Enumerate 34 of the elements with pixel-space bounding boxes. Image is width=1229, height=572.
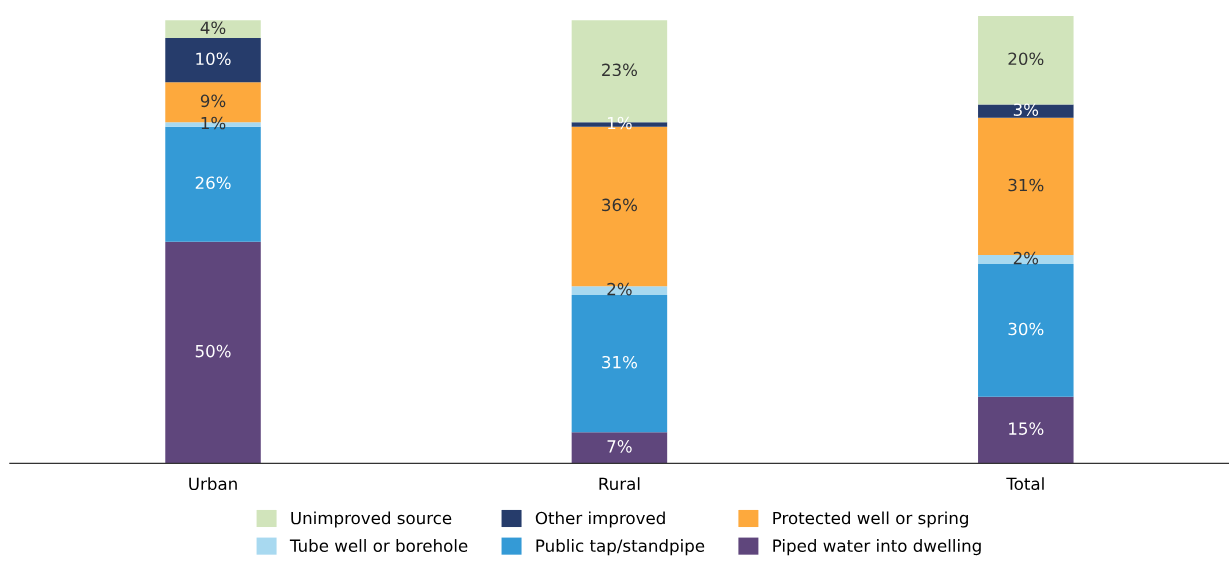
bar bbox=[978, 104, 1074, 118]
data-label: 50% bbox=[195, 344, 231, 358]
data-label: 23% bbox=[602, 63, 638, 77]
data-label: 10% bbox=[196, 52, 231, 66]
bar bbox=[571, 432, 668, 464]
x-tick-label: Rural bbox=[599, 477, 640, 491]
x-tick-label: Total bbox=[1006, 477, 1044, 491]
data-label: 2% bbox=[1013, 251, 1039, 265]
bar bbox=[978, 15, 1074, 105]
data-label: 26% bbox=[195, 176, 231, 190]
bar bbox=[165, 38, 261, 83]
bar bbox=[978, 263, 1074, 397]
data-label: 3% bbox=[1013, 103, 1039, 116]
data-label: 2% bbox=[607, 282, 632, 296]
legend-label: Other improved bbox=[535, 511, 665, 528]
data-label: 20% bbox=[1008, 52, 1044, 66]
bar bbox=[165, 20, 261, 39]
legend-label: Public tap/standpipe bbox=[536, 539, 705, 556]
data-label: 31% bbox=[1008, 178, 1044, 192]
data-label: 15% bbox=[1009, 422, 1044, 435]
x-tick-label: Urban bbox=[189, 477, 237, 491]
data-label: 4% bbox=[200, 21, 226, 35]
legend-label: Unimproved source bbox=[291, 511, 452, 528]
bar bbox=[571, 294, 668, 433]
data-label: 30% bbox=[1008, 322, 1044, 336]
data-label: 31% bbox=[602, 355, 638, 369]
legend-label: Protected well or spring bbox=[773, 511, 968, 528]
bar bbox=[978, 396, 1074, 464]
data-label: 36% bbox=[602, 198, 638, 212]
data-label: 7% bbox=[607, 440, 632, 453]
bar bbox=[165, 241, 261, 464]
data-label: 9% bbox=[200, 94, 226, 108]
legend-label: Piped water into dwelling bbox=[773, 539, 981, 556]
legend-label: Tube well or borehole bbox=[289, 539, 468, 552]
